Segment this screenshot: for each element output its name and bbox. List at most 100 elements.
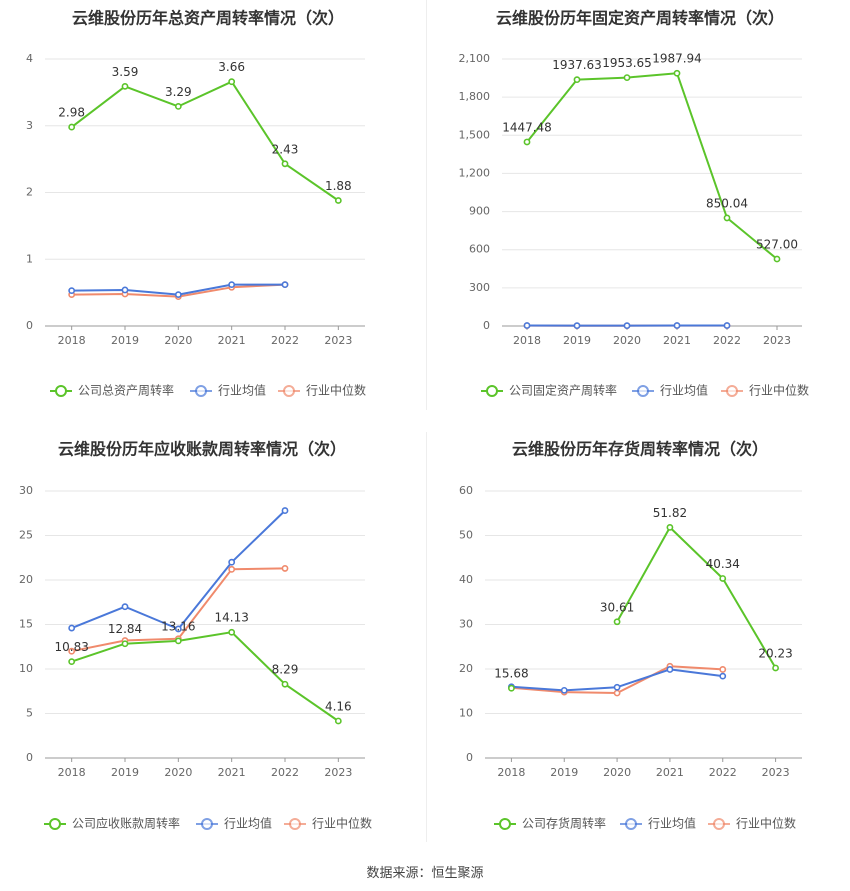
x-tick-label: 2023: [324, 766, 352, 779]
legend-label-company: 公司应收账款周转率: [72, 816, 180, 831]
y-tick-label: 600: [469, 243, 490, 256]
y-tick-label: 30: [19, 484, 33, 497]
y-tick-label: 60: [459, 484, 473, 497]
series-line-company: [526, 72, 778, 260]
data-point-company: [228, 628, 236, 636]
y-tick-label: 50: [459, 529, 473, 542]
data-label: 12.84: [108, 622, 142, 636]
x-tick-label: 2018: [58, 334, 86, 347]
data-point-avg: [228, 281, 236, 289]
data-label: 3.29: [165, 85, 192, 99]
legend-marker-avg: [195, 385, 207, 397]
x-tick-label: 2023: [324, 334, 352, 347]
data-point-avg: [673, 322, 681, 329]
vertical-divider: [426, 0, 427, 410]
data-label: 2.43: [272, 142, 299, 156]
legend-label-median: 行业中位数: [306, 383, 366, 398]
x-tick-label: 2021: [663, 334, 691, 347]
y-tick-label: 0: [483, 319, 490, 332]
legend-label-avg: 行业均值: [224, 816, 272, 831]
data-point-company: [228, 78, 236, 86]
y-tick-label: 1,500: [459, 128, 491, 141]
x-tick-label: 2022: [271, 334, 299, 347]
vertical-divider: [426, 432, 427, 842]
y-tick-label: 0: [26, 751, 33, 764]
data-label: 527.00: [756, 237, 798, 251]
legend-marker-avg: [201, 818, 213, 830]
x-tick-label: 2022: [271, 766, 299, 779]
data-label: 15.68: [494, 667, 528, 681]
x-tick-label: 2022: [713, 334, 741, 347]
data-point-avg: [174, 625, 182, 633]
data-label: 1987.94: [652, 52, 702, 66]
x-tick-label: 2019: [563, 334, 591, 347]
source-note: 数据来源：恒生聚源: [366, 866, 484, 881]
data-point-company: [174, 102, 182, 110]
x-tick-label: 2019: [550, 766, 578, 779]
data-point-avg: [174, 291, 182, 299]
data-point-company: [174, 637, 182, 645]
x-tick-label: 2018: [497, 766, 525, 779]
y-tick-label: 300: [469, 281, 490, 294]
series-line-company: [71, 80, 339, 202]
data-label: 51.82: [653, 506, 687, 520]
x-tick-label: 2019: [111, 766, 139, 779]
legend-marker-company: [486, 385, 498, 397]
data-point-company: [623, 74, 631, 82]
legend-label-median: 行业中位数: [749, 383, 809, 398]
data-point-avg: [523, 322, 531, 329]
data-point-avg: [281, 507, 289, 514]
data-point-company: [334, 197, 342, 204]
data-point-avg: [719, 672, 727, 680]
legend-marker-median: [289, 818, 301, 830]
legend-label-median: 行业中位数: [736, 816, 796, 831]
x-tick-label: 2018: [513, 334, 541, 347]
x-tick-label: 2023: [762, 766, 790, 779]
data-point-company: [673, 69, 681, 77]
data-label: 2.98: [58, 106, 85, 120]
data-label: 1447.48: [502, 120, 552, 134]
data-point-avg: [121, 286, 129, 294]
data-point-company: [121, 82, 129, 90]
data-label: 14.13: [214, 611, 248, 625]
y-tick-label: 900: [469, 205, 490, 218]
data-point-avg: [121, 603, 129, 611]
chart-title: 云维股份历年应收账款周转率情况（次）: [58, 440, 346, 459]
data-label: 4.16: [325, 699, 352, 713]
y-tick-label: 5: [26, 707, 33, 720]
x-tick-label: 2022: [709, 766, 737, 779]
data-point-avg: [623, 322, 631, 330]
x-tick-label: 2020: [164, 766, 192, 779]
data-point-company: [723, 214, 731, 222]
x-tick-label: 2018: [58, 766, 86, 779]
data-point-company: [613, 618, 621, 626]
data-point-company: [281, 160, 289, 168]
data-point-avg: [666, 666, 674, 673]
data-point-avg: [613, 683, 621, 691]
data-label: 1.88: [325, 179, 352, 193]
x-tick-label: 2020: [603, 766, 631, 779]
data-point-company: [719, 575, 727, 582]
x-tick-label: 2021: [656, 766, 684, 779]
data-label: 3.66: [218, 60, 245, 74]
data-label: 13.16: [161, 619, 195, 633]
data-label: 1937.63: [552, 58, 602, 72]
data-point-avg: [68, 624, 76, 632]
data-point-median: [719, 666, 727, 673]
y-tick-label: 3: [26, 119, 33, 132]
chart-title: 云维股份历年固定资产周转率情况（次）: [496, 9, 784, 28]
data-point-company: [773, 255, 781, 263]
y-tick-label: 20: [19, 573, 33, 586]
data-point-median: [281, 565, 289, 572]
data-point-company: [68, 658, 76, 666]
x-tick-label: 2019: [111, 334, 139, 347]
y-tick-label: 0: [466, 751, 473, 764]
legend-label-median: 行业中位数: [312, 816, 372, 831]
legend-label-company: 公司固定资产周转率: [509, 383, 617, 398]
data-point-company: [666, 524, 674, 531]
legend-label-company: 公司存货周转率: [522, 816, 606, 831]
data-label: 1953.65: [602, 56, 652, 70]
chart-title: 云维股份历年总资产周转率情况（次）: [72, 9, 344, 28]
data-label: 3.59: [112, 65, 139, 79]
